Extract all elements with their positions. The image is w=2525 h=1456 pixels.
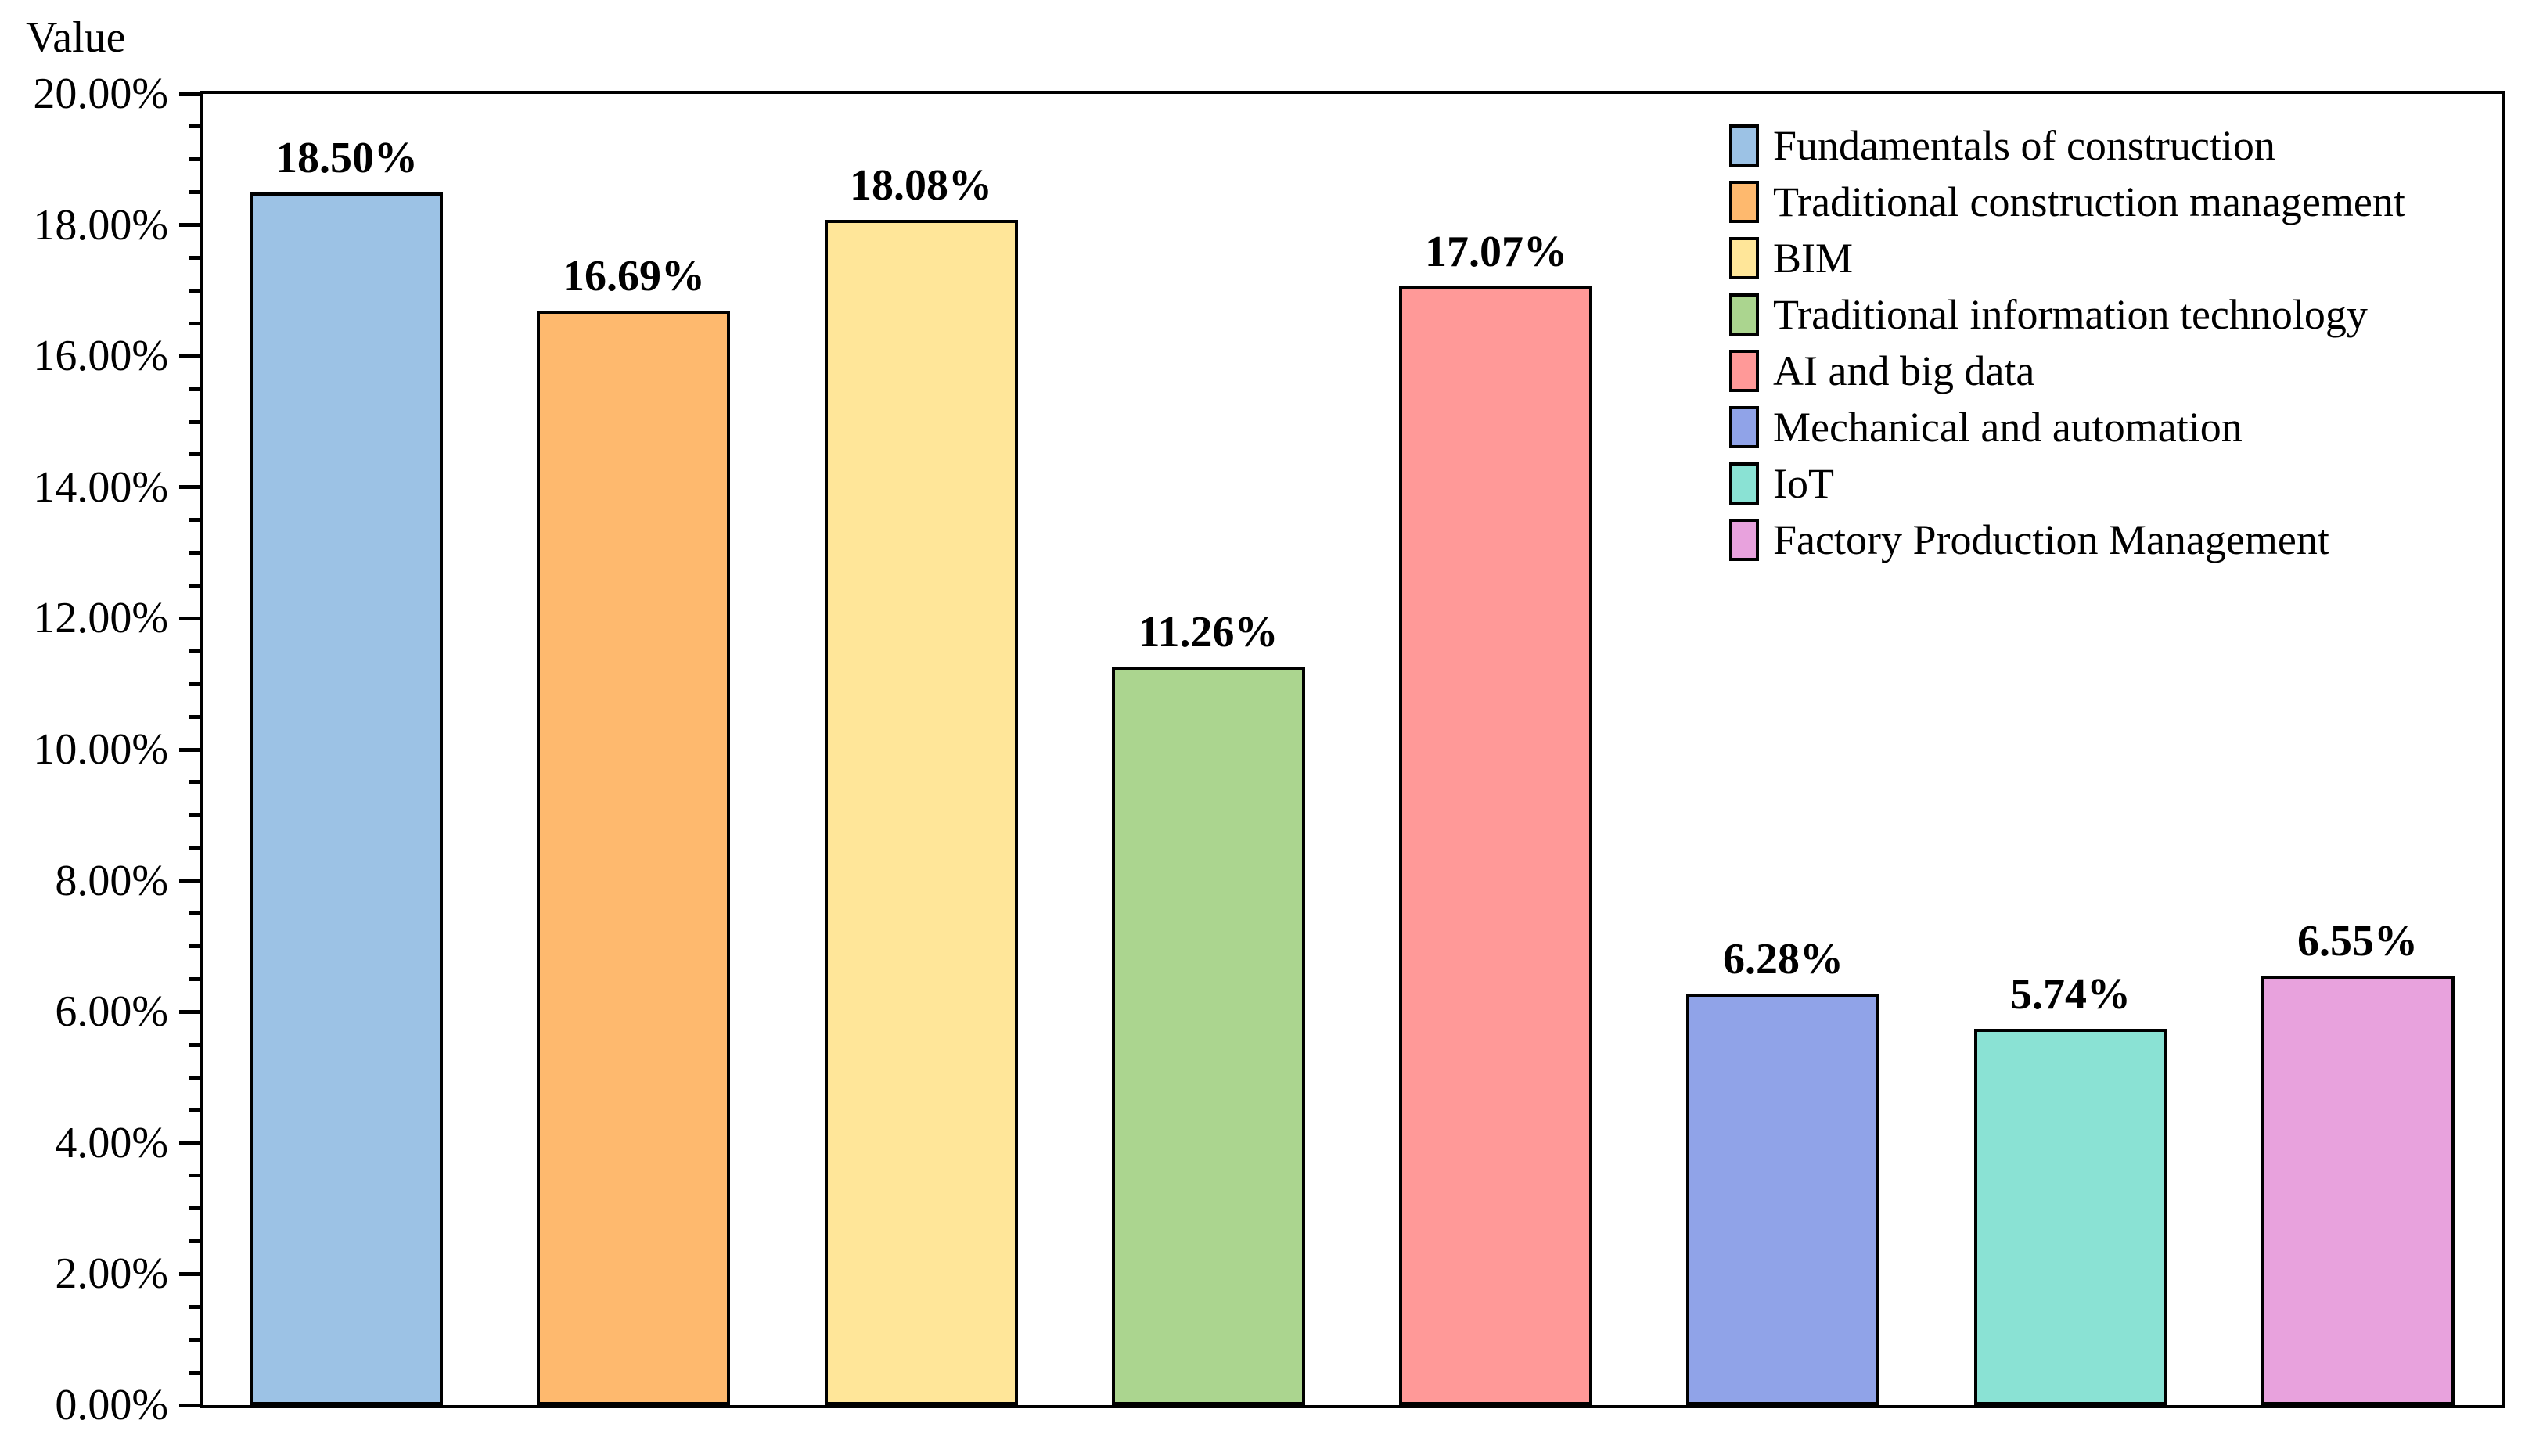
legend-item: IoT bbox=[1729, 455, 1834, 512]
bar-3 bbox=[825, 220, 1018, 1405]
y-major-tick bbox=[179, 1404, 203, 1407]
y-tick-label: 16.00% bbox=[33, 332, 168, 380]
y-tick-label: 18.00% bbox=[33, 201, 168, 250]
legend-item: Mechanical and automation bbox=[1729, 399, 2243, 455]
legend-swatch bbox=[1729, 181, 1759, 223]
y-major-tick bbox=[179, 748, 203, 752]
bar-8 bbox=[2261, 976, 2455, 1405]
y-major-tick bbox=[179, 617, 203, 620]
y-minor-tick bbox=[189, 322, 203, 325]
legend-item: Fundamentals of construction bbox=[1729, 117, 2275, 174]
y-minor-tick bbox=[189, 124, 203, 128]
y-minor-tick bbox=[189, 420, 203, 424]
y-minor-tick bbox=[189, 452, 203, 456]
bar-6 bbox=[1686, 994, 1879, 1405]
legend-label: BIM bbox=[1773, 235, 1854, 282]
y-tick-label: 2.00% bbox=[55, 1249, 168, 1298]
legend-swatch bbox=[1729, 519, 1759, 561]
y-minor-tick bbox=[189, 190, 203, 194]
y-minor-tick bbox=[189, 289, 203, 293]
y-minor-tick bbox=[189, 846, 203, 850]
bar-value-label: 17.07% bbox=[1425, 228, 1567, 276]
y-major-tick bbox=[179, 1010, 203, 1014]
y-minor-tick bbox=[189, 944, 203, 948]
y-minor-tick bbox=[189, 1239, 203, 1243]
y-minor-tick bbox=[189, 518, 203, 522]
legend-swatch bbox=[1729, 350, 1759, 392]
legend-item: Traditional information technology bbox=[1729, 286, 2368, 343]
y-tick-label: 12.00% bbox=[33, 594, 168, 642]
bar-7 bbox=[1974, 1029, 2167, 1405]
y-major-tick bbox=[179, 1141, 203, 1145]
y-minor-tick bbox=[189, 780, 203, 784]
y-minor-tick bbox=[189, 911, 203, 915]
legend-item: Traditional construction management bbox=[1729, 174, 2405, 230]
legend-label: IoT bbox=[1773, 460, 1834, 507]
y-minor-tick bbox=[189, 1371, 203, 1375]
y-minor-tick bbox=[189, 1043, 203, 1047]
bar-value-label: 5.74% bbox=[2010, 970, 2131, 1019]
y-minor-tick bbox=[189, 1108, 203, 1112]
y-minor-tick bbox=[189, 682, 203, 686]
legend-swatch bbox=[1729, 124, 1759, 167]
y-major-tick bbox=[179, 92, 203, 96]
y-tick-label: 6.00% bbox=[55, 987, 168, 1036]
y-major-tick bbox=[179, 879, 203, 883]
legend-swatch bbox=[1729, 406, 1759, 448]
bar-value-label: 16.69% bbox=[563, 252, 705, 300]
legend-item: BIM bbox=[1729, 230, 1853, 286]
bar-value-label: 6.28% bbox=[1723, 935, 1843, 983]
legend-label: Factory Production Management bbox=[1773, 516, 2329, 563]
legend-swatch bbox=[1729, 237, 1759, 279]
legend-swatch bbox=[1729, 293, 1759, 336]
y-tick-label: 4.00% bbox=[55, 1119, 168, 1167]
bar-4 bbox=[1112, 667, 1305, 1405]
y-minor-tick bbox=[189, 584, 203, 588]
y-minor-tick bbox=[189, 715, 203, 719]
legend-label: Mechanical and automation bbox=[1773, 404, 2243, 451]
legend-swatch bbox=[1729, 462, 1759, 505]
bar-1 bbox=[250, 192, 443, 1405]
legend-item: Factory Production Management bbox=[1729, 512, 2329, 568]
y-tick-label: 14.00% bbox=[33, 463, 168, 512]
legend-label: AI and big data bbox=[1773, 347, 2035, 394]
bar-value-label: 11.26% bbox=[1138, 608, 1279, 656]
y-tick-label: 8.00% bbox=[55, 857, 168, 905]
y-minor-tick bbox=[189, 813, 203, 817]
y-axis-title: Value bbox=[26, 13, 126, 62]
legend-label: Traditional construction management bbox=[1773, 178, 2405, 225]
y-major-tick bbox=[179, 223, 203, 227]
y-minor-tick bbox=[189, 977, 203, 981]
y-minor-tick bbox=[189, 551, 203, 555]
y-minor-tick bbox=[189, 1174, 203, 1177]
bar-2 bbox=[537, 311, 730, 1405]
y-minor-tick bbox=[189, 157, 203, 161]
y-major-tick bbox=[179, 354, 203, 358]
bar-value-label: 18.08% bbox=[850, 161, 992, 210]
y-minor-tick bbox=[189, 387, 203, 391]
y-minor-tick bbox=[189, 1076, 203, 1080]
y-major-tick bbox=[179, 485, 203, 489]
bar-value-label: 6.55% bbox=[2297, 917, 2418, 965]
y-tick-label: 20.00% bbox=[33, 70, 168, 118]
y-minor-tick bbox=[189, 1206, 203, 1210]
y-major-tick bbox=[179, 1272, 203, 1276]
y-minor-tick bbox=[189, 1338, 203, 1342]
y-tick-label: 0.00% bbox=[55, 1381, 168, 1429]
bar-5 bbox=[1399, 286, 1592, 1405]
y-tick-label: 10.00% bbox=[33, 725, 168, 774]
bar-value-label: 18.50% bbox=[275, 134, 418, 182]
legend-label: Fundamentals of construction bbox=[1773, 122, 2275, 169]
legend-label: Traditional information technology bbox=[1773, 291, 2368, 338]
y-minor-tick bbox=[189, 256, 203, 260]
legend-item: AI and big data bbox=[1729, 343, 2034, 399]
y-minor-tick bbox=[189, 1305, 203, 1309]
y-minor-tick bbox=[189, 649, 203, 653]
